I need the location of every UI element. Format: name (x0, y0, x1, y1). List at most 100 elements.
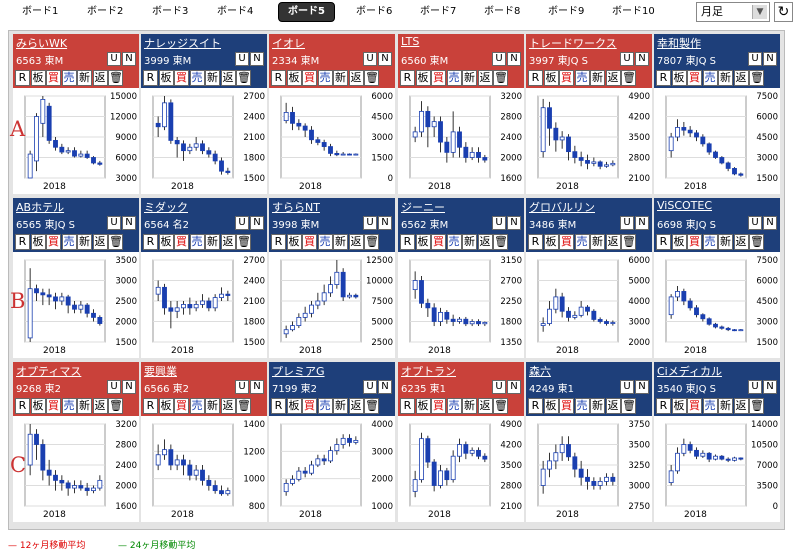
tab-board-2[interactable]: ボード2 (87, 6, 124, 17)
new-order-button[interactable]: 新 (77, 234, 92, 250)
u-button[interactable]: U (748, 52, 762, 66)
stock-name-link[interactable]: ジーニー (401, 201, 445, 214)
stock-name-link[interactable]: 森六 (529, 365, 551, 378)
new-order-button[interactable]: 新 (333, 234, 348, 250)
buy-button[interactable]: 買 (687, 398, 702, 414)
r-button[interactable]: R (656, 398, 671, 414)
board-button[interactable]: 板 (415, 234, 431, 250)
n-button[interactable]: N (250, 216, 264, 230)
buy-button[interactable]: 買 (174, 234, 189, 250)
n-button[interactable]: N (378, 380, 392, 394)
u-button[interactable]: U (620, 216, 634, 230)
n-button[interactable]: N (122, 216, 136, 230)
r-button[interactable]: R (271, 234, 286, 250)
sell-button[interactable]: 売 (317, 70, 333, 86)
board-button[interactable]: 板 (286, 234, 302, 250)
repay-button[interactable]: 返 (733, 70, 749, 86)
r-button[interactable]: R (400, 398, 415, 414)
r-button[interactable]: R (400, 234, 415, 250)
n-button[interactable]: N (763, 52, 777, 66)
n-button[interactable]: N (507, 52, 521, 66)
sell-button[interactable]: 売 (61, 234, 77, 250)
stock-name-link[interactable]: ミダック (144, 201, 188, 214)
n-button[interactable]: N (507, 216, 521, 230)
buy-button[interactable]: 買 (46, 398, 61, 414)
r-button[interactable]: R (656, 234, 671, 250)
sell-button[interactable]: 売 (446, 70, 462, 86)
n-button[interactable]: N (122, 52, 136, 66)
n-button[interactable]: N (635, 380, 649, 394)
sell-button[interactable]: 売 (574, 234, 590, 250)
buy-button[interactable]: 買 (559, 234, 574, 250)
r-button[interactable]: R (15, 70, 30, 86)
stock-name-link[interactable]: LTS (401, 35, 420, 48)
tab-board-5[interactable]: ボード5 (278, 2, 335, 22)
repay-button[interactable]: 返 (477, 70, 493, 86)
trash-icon[interactable]: 🗑 (364, 70, 379, 86)
u-button[interactable]: U (620, 52, 634, 66)
r-button[interactable]: R (528, 234, 543, 250)
sell-button[interactable]: 売 (189, 234, 205, 250)
trash-icon[interactable]: 🗑 (621, 70, 636, 86)
period-select[interactable]: 月足 ▼ (696, 2, 770, 22)
buy-button[interactable]: 買 (46, 234, 61, 250)
u-button[interactable]: U (748, 216, 762, 230)
u-button[interactable]: U (107, 380, 121, 394)
repay-button[interactable]: 返 (477, 234, 493, 250)
u-button[interactable]: U (492, 380, 506, 394)
buy-button[interactable]: 買 (559, 70, 574, 86)
u-button[interactable]: U (107, 216, 121, 230)
repay-button[interactable]: 返 (220, 398, 236, 414)
tab-board-6[interactable]: ボード6 (356, 6, 393, 17)
new-order-button[interactable]: 新 (590, 398, 605, 414)
refresh-button[interactable]: ↻ (774, 2, 793, 22)
sell-button[interactable]: 売 (702, 234, 718, 250)
stock-name-link[interactable]: みらいWK (16, 37, 68, 50)
repay-button[interactable]: 返 (477, 398, 493, 414)
buy-button[interactable]: 買 (46, 70, 61, 86)
trash-icon[interactable]: 🗑 (621, 234, 636, 250)
new-order-button[interactable]: 新 (333, 398, 348, 414)
new-order-button[interactable]: 新 (205, 70, 220, 86)
u-button[interactable]: U (235, 216, 249, 230)
trash-icon[interactable]: 🗑 (108, 234, 123, 250)
board-button[interactable]: 板 (671, 234, 687, 250)
u-button[interactable]: U (107, 52, 121, 66)
trash-icon[interactable]: 🗑 (493, 398, 508, 414)
new-order-button[interactable]: 新 (590, 234, 605, 250)
board-button[interactable]: 板 (286, 70, 302, 86)
repay-button[interactable]: 返 (220, 234, 236, 250)
sell-button[interactable]: 売 (702, 398, 718, 414)
trash-icon[interactable]: 🗑 (749, 398, 764, 414)
new-order-button[interactable]: 新 (718, 70, 733, 86)
sell-button[interactable]: 売 (702, 70, 718, 86)
r-button[interactable]: R (143, 398, 158, 414)
stock-name-link[interactable]: ViSCOTEC (657, 199, 713, 212)
n-button[interactable]: N (378, 52, 392, 66)
u-button[interactable]: U (492, 216, 506, 230)
sell-button[interactable]: 売 (61, 398, 77, 414)
stock-name-link[interactable]: プレミアG (272, 365, 325, 378)
buy-button[interactable]: 買 (302, 398, 317, 414)
board-button[interactable]: 板 (671, 398, 687, 414)
sell-button[interactable]: 売 (574, 398, 590, 414)
stock-name-link[interactable]: ABホテル (16, 201, 65, 214)
buy-button[interactable]: 買 (174, 70, 189, 86)
buy-button[interactable]: 買 (174, 398, 189, 414)
repay-button[interactable]: 返 (220, 70, 236, 86)
tab-board-3[interactable]: ボード3 (152, 6, 189, 17)
buy-button[interactable]: 買 (302, 70, 317, 86)
r-button[interactable]: R (143, 234, 158, 250)
board-button[interactable]: 板 (30, 70, 46, 86)
sell-button[interactable]: 売 (317, 398, 333, 414)
repay-button[interactable]: 返 (92, 398, 108, 414)
trash-icon[interactable]: 🗑 (749, 70, 764, 86)
board-button[interactable]: 板 (158, 70, 174, 86)
n-button[interactable]: N (507, 380, 521, 394)
repay-button[interactable]: 返 (605, 234, 621, 250)
stock-name-link[interactable]: Ciメディカル (657, 365, 722, 378)
stock-name-link[interactable]: トレードワークス (529, 37, 617, 50)
r-button[interactable]: R (271, 70, 286, 86)
new-order-button[interactable]: 新 (462, 70, 477, 86)
stock-name-link[interactable]: ナレッジスイト (144, 37, 221, 50)
